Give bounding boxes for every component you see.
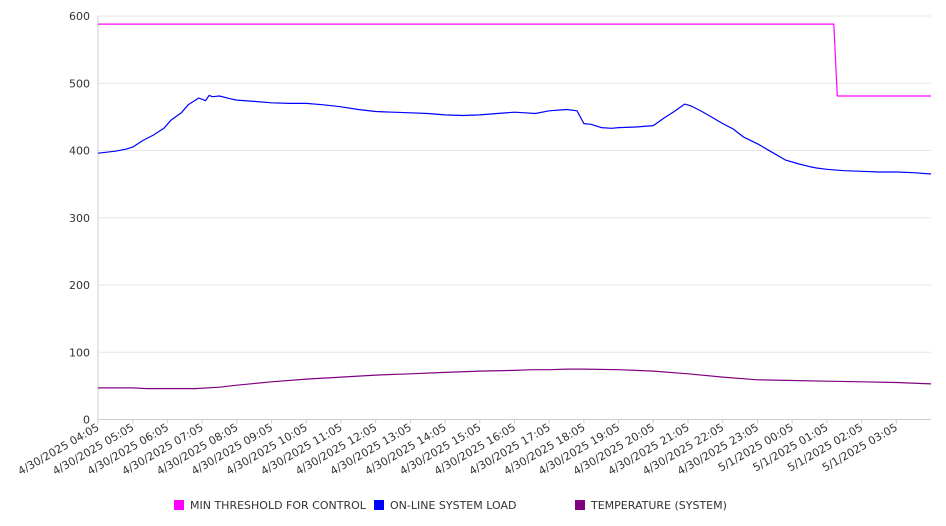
legend-label: MIN THRESHOLD FOR CONTROL bbox=[190, 499, 367, 512]
y-tick-label: 200 bbox=[69, 279, 90, 292]
y-tick-label: 400 bbox=[69, 145, 90, 158]
x-axis-tick-labels: 4/30/2025 04:054/30/2025 05:054/30/2025 … bbox=[16, 421, 900, 478]
series-lines bbox=[97, 23, 932, 390]
series-line-1 bbox=[97, 94, 932, 175]
y-tick-label: 300 bbox=[69, 212, 90, 225]
legend-item: MIN THRESHOLD FOR CONTROL bbox=[174, 499, 367, 512]
series-line-0 bbox=[98, 23, 931, 97]
y-tick-label: 100 bbox=[69, 346, 90, 359]
legend-swatch bbox=[575, 500, 585, 510]
y-axis-tick-labels: 0 100 200 300 400 500 600 bbox=[69, 10, 90, 427]
legend: MIN THRESHOLD FOR CONTROL ON-LINE SYSTEM … bbox=[174, 499, 727, 512]
legend-label: TEMPERATURE (SYSTEM) bbox=[590, 499, 727, 512]
y-tick-label: 500 bbox=[69, 77, 90, 90]
y-tick-label: 600 bbox=[69, 10, 90, 23]
series-line-2 bbox=[98, 368, 932, 390]
gridlines bbox=[98, 15, 931, 420]
y-tick-label: 0 bbox=[83, 414, 90, 427]
legend-item: ON-LINE SYSTEM LOAD bbox=[374, 499, 516, 512]
legend-label: ON-LINE SYSTEM LOAD bbox=[390, 499, 516, 512]
legend-swatch bbox=[174, 500, 184, 510]
axes bbox=[97, 16, 931, 424]
legend-item: TEMPERATURE (SYSTEM) bbox=[575, 499, 727, 512]
legend-swatch bbox=[374, 500, 384, 510]
